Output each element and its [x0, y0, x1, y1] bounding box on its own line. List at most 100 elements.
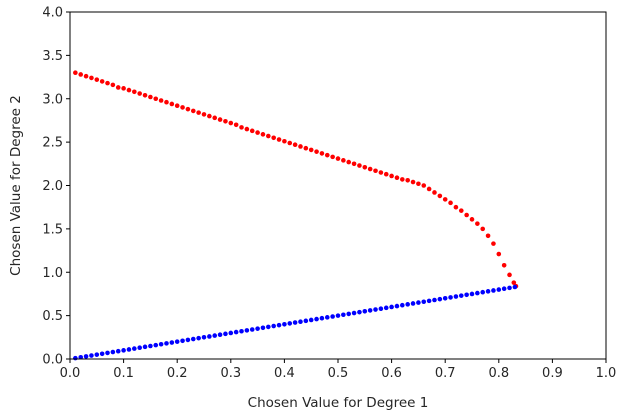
series-2 [73, 284, 518, 361]
data-point [512, 284, 518, 290]
data-point [217, 332, 223, 338]
data-point [507, 285, 512, 291]
data-point [207, 113, 212, 119]
data-point [426, 186, 432, 192]
x-tick-label: 0.5 [328, 366, 349, 381]
data-point [174, 339, 180, 344]
data-point [303, 145, 309, 151]
data-point [153, 342, 159, 348]
data-point [416, 181, 421, 187]
data-point [271, 135, 276, 141]
data-point [357, 309, 362, 315]
data-point [249, 128, 255, 134]
data-point [389, 304, 394, 310]
x-tick-label: 0.7 [435, 366, 456, 381]
x-tick-label: 0.0 [60, 366, 81, 381]
data-point [432, 297, 437, 303]
y-tick-label: 1.0 [42, 266, 63, 281]
data-point [335, 156, 341, 161]
data-point [383, 305, 389, 311]
data-point [137, 345, 142, 351]
data-point [78, 72, 84, 77]
data-point [367, 166, 373, 172]
data-point [416, 300, 421, 305]
data-point [346, 159, 352, 165]
data-point [132, 89, 137, 95]
data-point [373, 168, 378, 174]
x-axis: 0.0 0.1 0.2 0.3 0.4 0.5 0.6 0.7 0.8 0.9 1.0 [60, 359, 616, 381]
data-point [276, 322, 282, 328]
x-axis-label: Chosen Value for Degree 1 [248, 395, 429, 411]
data-point [271, 323, 276, 329]
data-point [341, 158, 346, 163]
data-point [115, 348, 121, 354]
data-point [121, 86, 126, 91]
data-point [292, 142, 298, 148]
data-point [142, 92, 148, 98]
data-point [287, 321, 293, 326]
data-point [292, 320, 298, 325]
data-point [78, 354, 84, 360]
data-point [314, 149, 319, 154]
y-axis: 0.0 0.5 1.0 1.5 2.0 2.5 3.0 3.5 4.0 [42, 6, 70, 368]
data-point [453, 294, 459, 299]
data-point [442, 197, 448, 202]
data-point [110, 82, 116, 88]
data-point [464, 212, 469, 218]
data-point [426, 298, 432, 304]
data-point [190, 336, 196, 342]
data-point [94, 77, 100, 82]
data-point [458, 208, 464, 213]
data-point [448, 200, 453, 206]
data-point [99, 351, 105, 357]
data-point [158, 341, 164, 347]
data-point [83, 354, 89, 359]
data-point [485, 289, 491, 294]
data-point [153, 96, 159, 102]
data-point [448, 295, 453, 300]
data-point [105, 80, 110, 86]
data-point [164, 341, 169, 346]
data-point [255, 130, 260, 135]
y-axis-label: Chosen Value for Degree 2 [8, 95, 24, 276]
data-point [121, 348, 126, 353]
data-point [501, 286, 507, 292]
data-point [110, 349, 116, 355]
data-point [405, 177, 410, 183]
data-point [480, 226, 486, 232]
data-point [228, 330, 234, 336]
data-point [453, 204, 459, 210]
data-point [158, 98, 164, 103]
data-point [201, 335, 207, 340]
data-point [89, 353, 94, 358]
data-point [458, 293, 464, 298]
data-point [314, 316, 319, 322]
data-point [491, 288, 496, 293]
data-point [491, 241, 496, 246]
data-point [469, 217, 475, 222]
y-tick-label: 1.5 [42, 222, 63, 237]
data-point [469, 291, 475, 297]
data-point [266, 324, 271, 330]
data-point [330, 314, 335, 319]
data-point [169, 340, 175, 345]
data-point [196, 110, 201, 115]
data-point [389, 173, 394, 179]
data-point [298, 144, 303, 149]
data-point [357, 163, 362, 168]
data-point [308, 147, 314, 153]
data-point [223, 119, 228, 124]
data-point [475, 290, 480, 296]
data-point [501, 263, 507, 268]
data-point [308, 317, 314, 323]
data-point [228, 120, 234, 126]
data-point [319, 315, 325, 321]
x-tick-label: 0.2 [167, 366, 188, 381]
data-point [73, 355, 78, 361]
data-point [405, 302, 410, 307]
data-point [148, 94, 153, 100]
data-point [421, 183, 427, 188]
data-point [303, 318, 309, 324]
x-tick-label: 0.1 [113, 366, 134, 381]
